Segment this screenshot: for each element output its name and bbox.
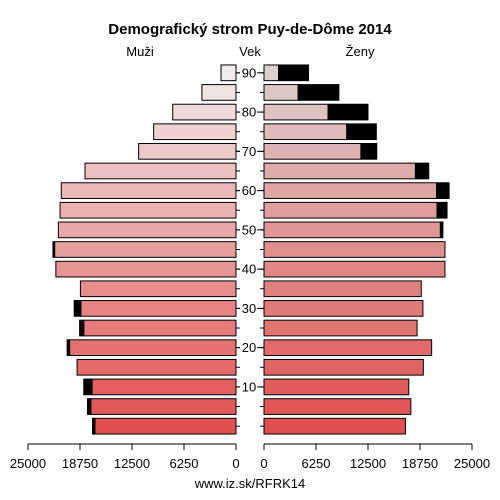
female-bar-40-44 [263, 260, 446, 278]
male-x-tick-label: 0 [232, 456, 239, 471]
age-tick-label: 80 [242, 105, 256, 120]
female-bar-85-89 [263, 84, 299, 101]
male-bar-30-34 [80, 300, 237, 317]
male-x-tick-label: 18750 [62, 456, 98, 471]
female-excess-70-74 [360, 142, 378, 160]
age-axis-label: Vek [239, 44, 261, 59]
female-bar-70-74 [263, 142, 362, 160]
chart-title: Demografický strom Puy-de-Dôme 2014 [108, 21, 392, 38]
male-x-tick-label: 6250 [170, 456, 199, 471]
age-tick-label: 60 [242, 183, 256, 198]
female-bar-55-59 [263, 201, 438, 219]
male-bar-25-29 [83, 319, 237, 337]
female-bar-35-39 [263, 280, 422, 298]
male-bar-45-49 [54, 241, 237, 258]
female-excess-65-69 [414, 162, 430, 180]
male-x-tick-label: 25000 [10, 456, 46, 471]
male-bar-35-39 [79, 280, 237, 298]
male-excess-25-29 [79, 319, 85, 337]
female-bar-90+ [263, 64, 280, 82]
female-bar-60-64 [263, 182, 438, 199]
age-tick-label: 90 [242, 65, 256, 80]
male-bar-15-19 [76, 358, 237, 376]
female-excess-60-64 [436, 182, 450, 199]
male-excess-5-9 [86, 398, 92, 415]
female-bar-65-69 [263, 162, 416, 180]
male-bar-55-59 [59, 201, 237, 219]
female-x-tick-label: 12500 [350, 456, 386, 471]
female-bar-45-49 [263, 241, 446, 258]
male-excess-0-4 [91, 417, 96, 435]
female-bar-50-54 [263, 221, 441, 239]
age-tick-label: 20 [242, 340, 256, 355]
male-bar-0-4 [94, 417, 237, 435]
age-tick-label: 30 [242, 301, 256, 316]
female-bar-20-24 [263, 339, 433, 357]
female-excess-85-89 [297, 84, 340, 101]
female-axis-label: Ženy [346, 44, 375, 59]
male-excess-30-34 [73, 300, 82, 317]
female-bar-30-34 [263, 300, 424, 317]
female-excess-80-84 [327, 103, 369, 121]
male-bar-40-44 [55, 260, 237, 278]
male-excess-10-14 [83, 378, 93, 396]
female-bar-80-84 [263, 103, 329, 121]
female-bar-10-14 [263, 378, 410, 396]
female-x-tick-label: 25000 [454, 456, 490, 471]
male-bar-85-89 [201, 84, 237, 101]
age-tick-label: 50 [242, 222, 256, 237]
plot-area: 10 20 30 40 50 60 70 80 90 25000 18750 12500 6250 0 0 6… [10, 64, 490, 471]
female-x-tick-label: 0 [260, 456, 267, 471]
female-x-tick-label: 6250 [302, 456, 331, 471]
male-bar-65-69 [84, 162, 237, 180]
age-tick-label: 70 [242, 144, 256, 159]
female-excess-75-79 [346, 123, 377, 141]
male-bar-90+ [220, 64, 237, 82]
age-tick-label: 10 [242, 379, 256, 394]
age-tick-label: 40 [242, 262, 256, 277]
female-bar-75-79 [263, 123, 348, 141]
female-x-tick-label: 18750 [402, 456, 438, 471]
female-bar-5-9 [263, 398, 412, 415]
male-bar-80-84 [172, 103, 237, 121]
male-bar-20-24 [69, 339, 237, 357]
male-x-tick-label: 12500 [114, 456, 150, 471]
female-bar-0-4 [263, 417, 406, 435]
male-bar-5-9 [90, 398, 237, 415]
male-axis-label: Muži [126, 44, 154, 59]
footer-source: www.iz.sk/RFRK14 [194, 476, 306, 491]
female-excess-90+ [278, 64, 310, 82]
male-excess-20-24 [66, 339, 71, 357]
male-excess-45-49 [52, 241, 56, 258]
male-bar-10-14 [91, 378, 237, 396]
male-bar-75-79 [153, 123, 237, 141]
male-bar-70-74 [138, 142, 237, 160]
female-bar-15-19 [263, 358, 424, 376]
male-bar-50-54 [57, 221, 237, 239]
female-excess-55-59 [436, 201, 448, 219]
female-excess-50-54 [439, 221, 444, 239]
male-bar-60-64 [60, 182, 237, 199]
female-bar-25-29 [263, 319, 418, 337]
